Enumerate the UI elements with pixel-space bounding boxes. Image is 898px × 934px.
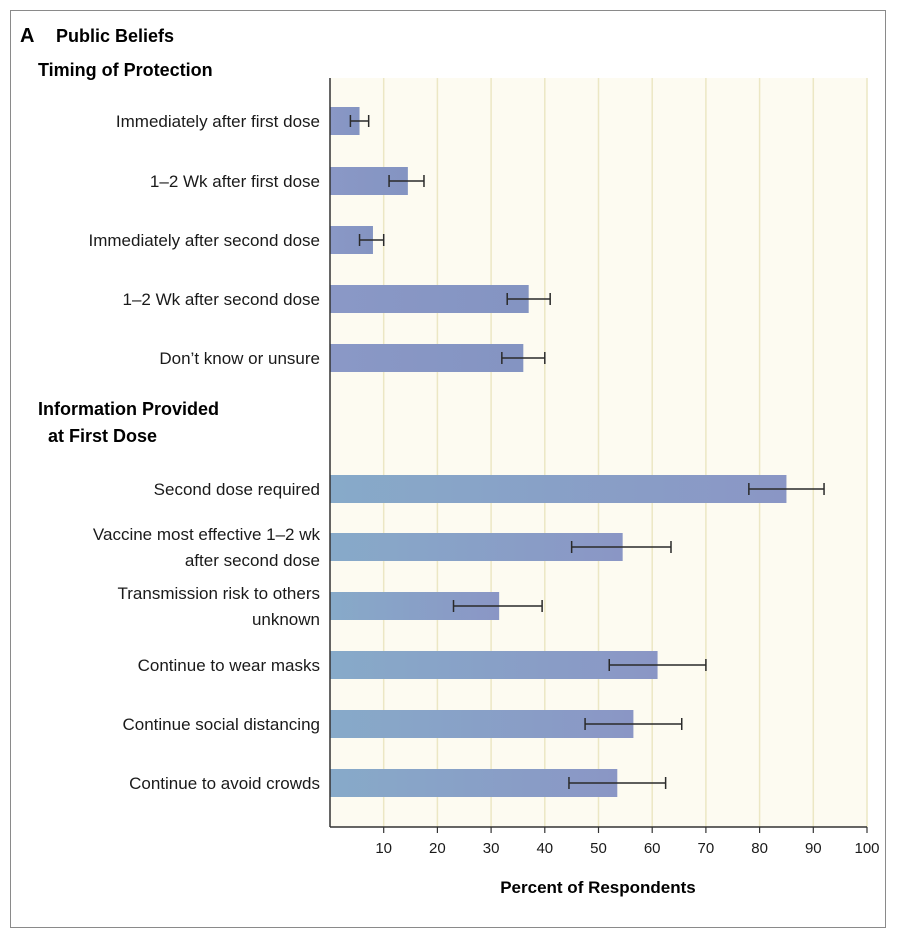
- category-label: Second dose required: [154, 480, 320, 499]
- category-label: Transmission risk to others: [118, 584, 320, 603]
- panel-letter: A: [20, 25, 34, 47]
- bar: [330, 651, 658, 679]
- gridlines: [382, 78, 868, 827]
- category-label: unknown: [252, 610, 320, 629]
- x-tick-label: 10: [375, 840, 392, 857]
- panel-title: Public Beliefs: [56, 26, 174, 46]
- category-label: 1–2 Wk after first dose: [150, 172, 320, 191]
- category-label: Don’t know or unsure: [159, 349, 320, 368]
- bar: [330, 285, 529, 313]
- bar: [330, 344, 524, 372]
- x-axis: 10 20 30 40 50 60 70 80 90 100: [329, 78, 880, 857]
- group-heading: Timing of Protection: [38, 60, 213, 80]
- x-tick-label: 90: [805, 840, 822, 857]
- category-label: Immediately after first dose: [116, 112, 320, 131]
- x-tick-label: 60: [644, 840, 661, 857]
- x-tick-label: 70: [698, 840, 715, 857]
- x-tick-label: 30: [483, 840, 500, 857]
- category-label: Continue social distancing: [122, 715, 320, 734]
- category-label: Continue to wear masks: [138, 656, 320, 675]
- group-heading: Information Provided: [38, 399, 219, 419]
- group-heading: at First Dose: [48, 426, 157, 446]
- category-label: Vaccine most effective 1–2 wk: [93, 525, 321, 544]
- group-headings: Timing of Protection Information Provided…: [38, 60, 219, 446]
- x-tick-label: 40: [536, 840, 553, 857]
- category-label: 1–2 Wk after second dose: [122, 290, 320, 309]
- x-tick-label: 20: [429, 840, 446, 857]
- x-axis-title: Percent of Respondents: [500, 878, 696, 897]
- category-label: Immediately after second dose: [88, 231, 320, 250]
- bar: [330, 710, 634, 738]
- category-label: Continue to avoid crowds: [129, 774, 320, 793]
- x-tick-label: 100: [854, 840, 879, 857]
- bars: Immediately after first dose 1–2 Wk after…: [88, 107, 825, 797]
- category-label: after second dose: [185, 551, 320, 570]
- bar: [330, 475, 787, 503]
- x-tick-label: 50: [590, 840, 607, 857]
- x-tick-label: 80: [751, 840, 768, 857]
